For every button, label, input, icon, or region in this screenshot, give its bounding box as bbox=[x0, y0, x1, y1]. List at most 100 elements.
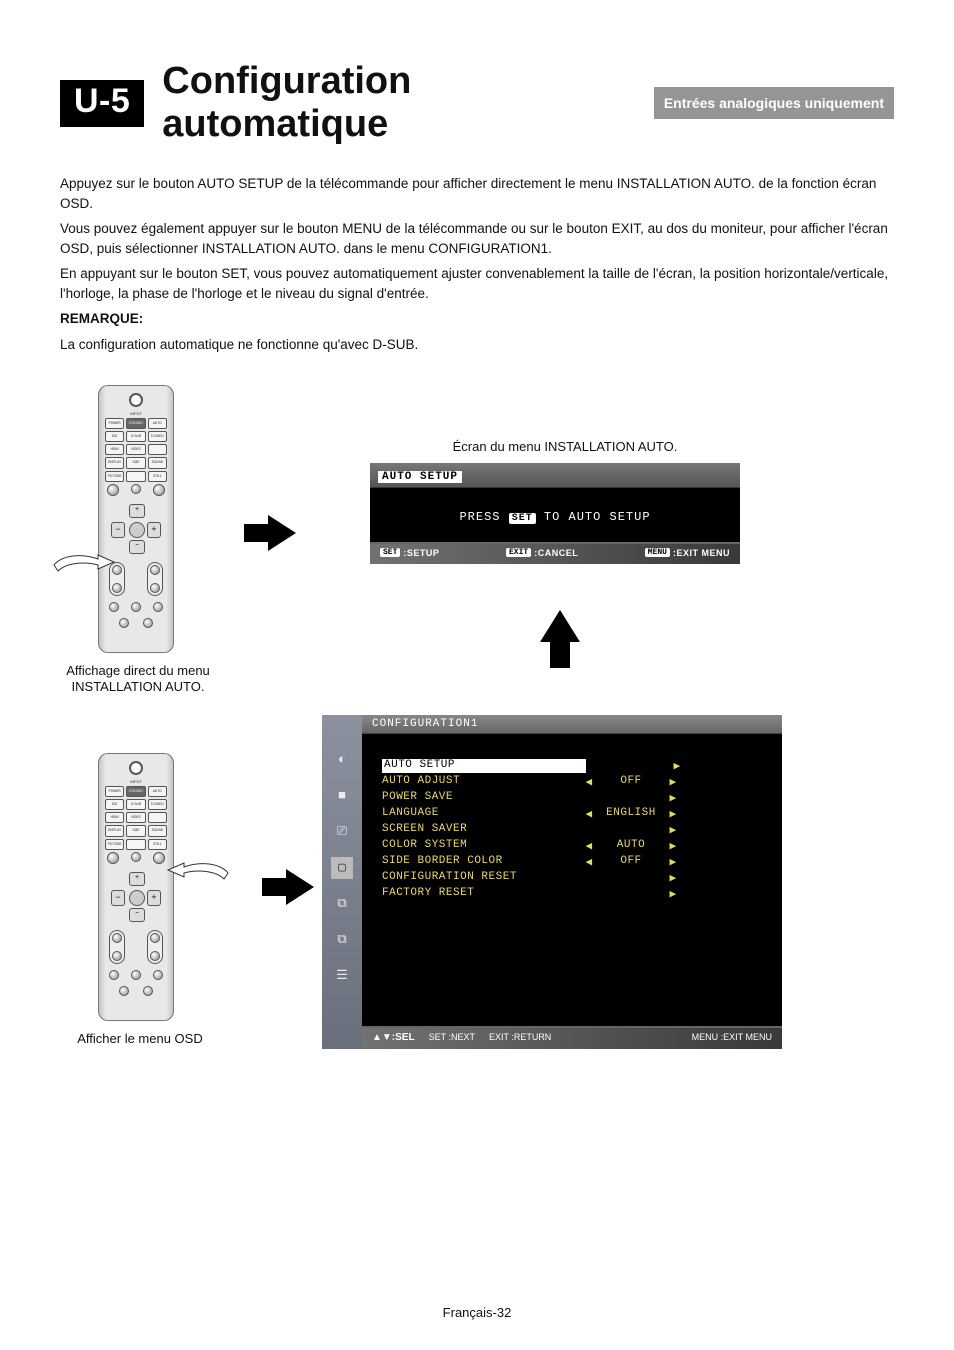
triangle-left-icon bbox=[582, 887, 596, 901]
remote-round-button bbox=[143, 618, 153, 628]
arrow-right-icon bbox=[286, 869, 314, 905]
osd-menu-item-name: COLOR SYSTEM bbox=[382, 839, 582, 853]
footer-exit-label: :RETURN bbox=[511, 1032, 551, 1042]
osd-menu-item-name: CONFIGURATION RESET bbox=[382, 871, 582, 885]
arrow-up-icon bbox=[540, 610, 580, 642]
remote-button: STANDBY bbox=[126, 786, 145, 797]
remote-button: AUTO SETUP bbox=[148, 418, 167, 429]
triangle-left-icon bbox=[586, 759, 600, 773]
osd-menu-row: AUTO ADJUST◀OFF▶ bbox=[382, 774, 758, 790]
remote-button: PICTURE MODE bbox=[105, 839, 124, 850]
page-number: Français-32 bbox=[0, 1305, 954, 1320]
osd-tab-icon-selected: ▢ bbox=[331, 857, 353, 879]
body-text: Appuyez sur le bouton AUTO SETUP de la t… bbox=[60, 174, 894, 355]
remote-button: AUTO SETUP bbox=[148, 786, 167, 797]
osd-menu-row: COLOR SYSTEM◀AUTO▶ bbox=[382, 838, 758, 854]
remote-button: VIDEO bbox=[126, 812, 145, 823]
dpad-center-icon bbox=[129, 522, 145, 538]
osd-icon-column: ◐ ■ ⎚ ▢ ⧉ ⧉ ☰ bbox=[322, 715, 362, 1049]
osd-menu-item-name: LANGUAGE bbox=[382, 807, 582, 821]
osd-menu-item-value: AUTO bbox=[596, 839, 666, 853]
remote-button bbox=[126, 839, 145, 850]
remote-button: SIZE bbox=[126, 457, 145, 469]
osd-menu-item-value bbox=[596, 887, 666, 901]
remote-button: DISPLAY bbox=[105, 457, 124, 469]
remote-vertical-button bbox=[147, 930, 163, 964]
triangle-right-icon: ▶ bbox=[670, 759, 684, 773]
remote-button: HDMI bbox=[105, 812, 124, 823]
osd-tab-icon: ■ bbox=[331, 785, 353, 807]
remote-round-button bbox=[131, 602, 141, 612]
osd-menu-row: LANGUAGE◀ENGLISH▶ bbox=[382, 806, 758, 822]
dpad-left-icon: − bbox=[111, 890, 125, 906]
osd-menu-item-value: OFF bbox=[596, 775, 666, 789]
osd-text: TO AUTO SETUP bbox=[544, 510, 651, 524]
osd-menu-item-name: FACTORY RESET bbox=[382, 887, 582, 901]
osd-menu-item-value: OFF bbox=[596, 855, 666, 869]
remote-button: S-VIDEO bbox=[148, 431, 167, 442]
osd-title-bar: AUTO SETUP bbox=[370, 463, 740, 488]
osd-menu-row: AUTO SETUP▶ bbox=[382, 758, 758, 774]
footer-set-label: :SETUP bbox=[403, 548, 439, 558]
remote-button: STANDBY bbox=[126, 418, 145, 429]
footer-exit-pill: EXIT bbox=[506, 548, 531, 557]
osd-tab-icon: ◐ bbox=[331, 749, 353, 771]
dpad-right-icon: + bbox=[147, 522, 161, 538]
triangle-right-icon: ▶ bbox=[666, 823, 680, 837]
remote-round-button bbox=[119, 986, 129, 996]
footer-set-pill: SET bbox=[380, 548, 400, 557]
osd-menu-item-value bbox=[600, 759, 670, 773]
triangle-right-icon: ▶ bbox=[666, 791, 680, 805]
dpad-left-icon: − bbox=[111, 522, 125, 538]
osd-menu-row: CONFIGURATION RESET▶ bbox=[382, 870, 758, 886]
ir-led-icon bbox=[129, 761, 143, 775]
remote-control-1: INPUT POWER STANDBY AUTO SETUP DVI D-SUB… bbox=[98, 385, 174, 653]
osd-menu-item-name: AUTO ADJUST bbox=[382, 775, 582, 789]
remote-round-button bbox=[153, 602, 163, 612]
remote-button bbox=[148, 444, 167, 455]
triangle-left-icon: ◀ bbox=[582, 855, 596, 869]
remote-button: D-SUB bbox=[126, 431, 145, 442]
osd-tab-icon: ⎚ bbox=[331, 821, 353, 843]
remote-button: STILL bbox=[148, 471, 167, 482]
footer-set-pill: SET bbox=[429, 1032, 446, 1042]
remote-round-button bbox=[143, 986, 153, 996]
triangle-left-icon: ◀ bbox=[582, 807, 596, 821]
osd-menu-item-value bbox=[596, 791, 666, 805]
paragraph: Vous pouvez également appuyer sur le bou… bbox=[60, 219, 894, 258]
remote-round-button bbox=[107, 852, 119, 864]
osd-set-pill: SET bbox=[509, 513, 536, 524]
osd-title: AUTO SETUP bbox=[378, 471, 462, 483]
triangle-left-icon: ◀ bbox=[582, 775, 596, 789]
osd-menu-item-name: SCREEN SAVER bbox=[382, 823, 582, 837]
remote-button: DVI bbox=[105, 431, 124, 442]
osd-menu-item-name: POWER SAVE bbox=[382, 791, 582, 805]
page-header: U-5 Configuration automatique Entrées an… bbox=[60, 60, 894, 146]
remote-button: SOUND bbox=[148, 457, 167, 469]
section-tag: U-5 bbox=[60, 80, 144, 127]
remarque-text: La configuration automatique ne fonction… bbox=[60, 335, 894, 355]
remote-button: STILL bbox=[148, 839, 167, 850]
remote-round-button bbox=[107, 484, 119, 496]
osd-menu-item-value: ENGLISH bbox=[596, 807, 666, 821]
remote-dpad: + − − + bbox=[107, 500, 165, 558]
remote-button: HDMI bbox=[105, 444, 124, 455]
footer-menu-label: :EXIT MENU bbox=[721, 1032, 772, 1042]
remote-round-button bbox=[153, 970, 163, 980]
remote-round-button bbox=[131, 970, 141, 980]
remote-button: VIDEO bbox=[126, 444, 145, 455]
remote-vertical-button bbox=[147, 562, 163, 596]
dpad-down-icon: − bbox=[129, 908, 145, 922]
triangle-left-icon: ◀ bbox=[582, 839, 596, 853]
triangle-right-icon: ▶ bbox=[666, 855, 680, 869]
remote-round-button bbox=[153, 484, 165, 496]
triangle-right-icon: ▶ bbox=[666, 807, 680, 821]
remote-button bbox=[126, 471, 145, 482]
footer-menu-pill: MENU bbox=[645, 548, 670, 557]
remote-round-button bbox=[131, 484, 141, 494]
triangle-right-icon: ▶ bbox=[666, 839, 680, 853]
osd-tab-icon: ⧉ bbox=[331, 929, 353, 951]
osd-menu-item-value bbox=[596, 871, 666, 885]
triangle-right-icon: ▶ bbox=[666, 887, 680, 901]
remote-vertical-button bbox=[109, 562, 125, 596]
